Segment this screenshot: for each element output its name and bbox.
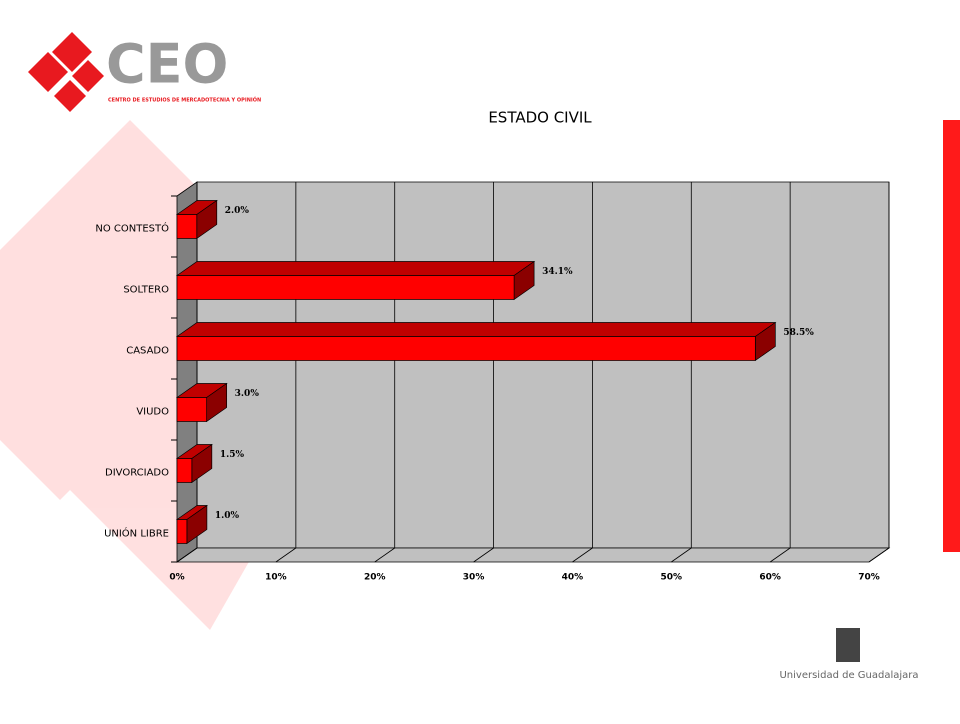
- y-tick-label: SOLTERO: [123, 285, 169, 296]
- left-wall: [176, 181, 198, 563]
- floor: [175, 547, 891, 563]
- udg-logo: Universidad de Guadalajara: [779, 628, 919, 681]
- x-tick-label: 30%: [463, 573, 485, 583]
- x-tick-label: 20%: [364, 573, 386, 583]
- grid-line: [473, 182, 494, 563]
- bar: [176, 275, 515, 300]
- footer: Universidad de Guadalajara: [779, 670, 918, 681]
- chart-title: ESTADO CIVIL: [488, 109, 592, 127]
- back-wall: [196, 181, 890, 549]
- logo: CEO CENTRO DE ESTUDIOS DE MERCADOTECNIA …: [28, 32, 261, 112]
- value-label: 1.5%: [220, 450, 245, 460]
- side-bar: [943, 120, 960, 552]
- grid-line: [868, 182, 890, 563]
- x-tick-label: 10%: [265, 573, 287, 583]
- bar: [176, 519, 188, 544]
- y-tick-label: CASADO: [126, 346, 169, 357]
- x-tick-label: 70%: [858, 573, 880, 583]
- bar: [176, 214, 198, 239]
- grid-line: [374, 182, 396, 563]
- grid-line: [176, 182, 198, 563]
- y-tick-label: DIVORCIADO: [105, 468, 169, 479]
- bar: [176, 336, 756, 361]
- chart: 0% 10% 20% 30% 40% 50% 60% 70% NO CONTESTÓ 2.0% SO…: [95, 181, 891, 583]
- grid-line: [769, 182, 791, 563]
- bar: [176, 458, 193, 483]
- value-label: 34.1%: [542, 267, 573, 277]
- y-tick-label: NO CONTESTÓ: [95, 222, 169, 235]
- value-label: 2.0%: [225, 206, 250, 216]
- bar-top: [175, 322, 777, 337]
- grid-line: [275, 182, 297, 563]
- y-tick-label: UNIÓN LIBRE: [104, 527, 169, 540]
- x-tick-label: 50%: [661, 573, 683, 583]
- logo-subtitle: CENTRO DE ESTUDIOS DE MERCADOTECNIA Y OP…: [108, 97, 261, 104]
- x-tick-label: 0%: [169, 573, 184, 583]
- bar-top: [175, 261, 536, 276]
- x-tick-label: 60%: [759, 573, 781, 583]
- x-tick-label: 40%: [562, 573, 584, 583]
- value-label: 58.5%: [783, 328, 814, 338]
- value-label: 1.0%: [215, 511, 240, 521]
- logo-name: CEO: [106, 33, 228, 96]
- value-label: 3.0%: [235, 389, 260, 399]
- bar: [176, 397, 208, 422]
- y-tick-label: VIUDO: [136, 407, 169, 418]
- grid-line: [671, 182, 692, 563]
- grid-line: [572, 182, 593, 563]
